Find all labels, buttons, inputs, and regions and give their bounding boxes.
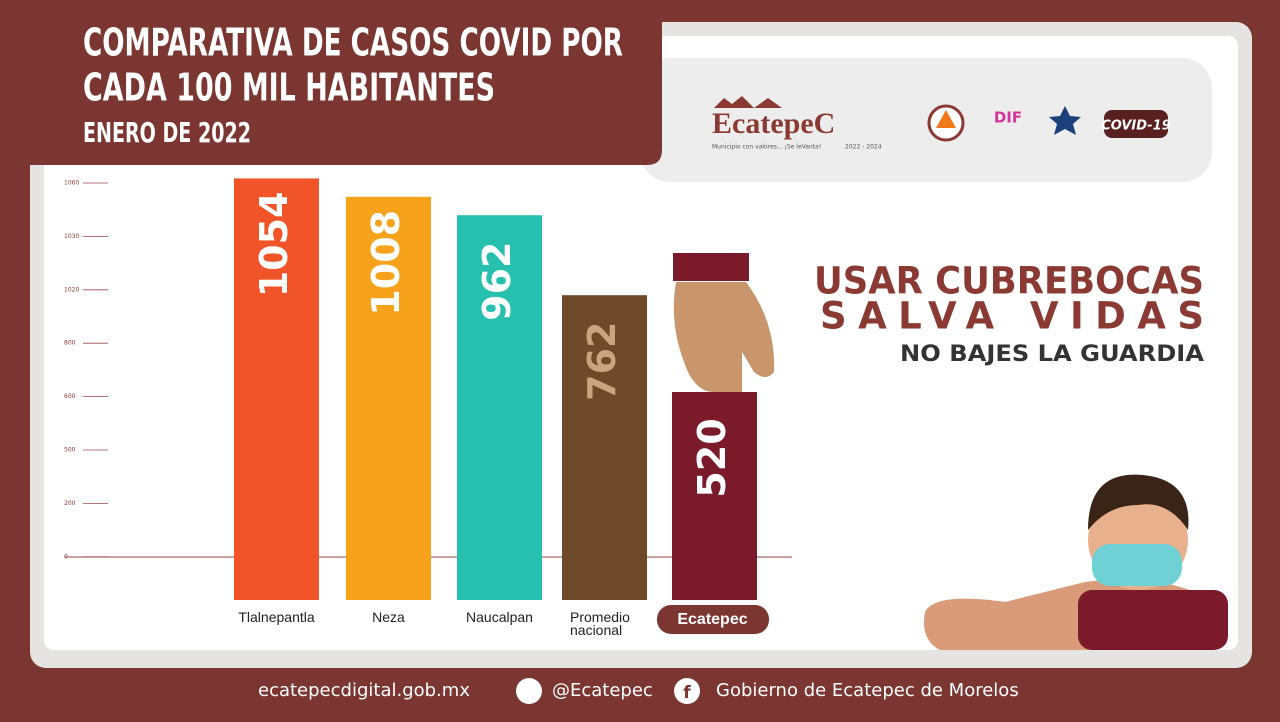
axis-label: 500 <box>64 447 76 454</box>
logo-brand: EcatepeC <box>712 107 835 140</box>
bar <box>562 295 647 600</box>
logo-dif: DIF <box>994 109 1022 127</box>
footer-facebook: Gobierno de Ecatepec de Morelos <box>716 680 1019 701</box>
category-label: Promedio nacional <box>570 609 630 638</box>
logo-covid: COVID-19 <box>1101 119 1171 134</box>
mascot-mask <box>1092 544 1182 586</box>
axis-label: 1030 <box>64 233 79 240</box>
logo-covid-bg <box>1104 110 1168 138</box>
bar-chart: 1060 1030 1020 800 600 500 200 0 1054 1008 962 762 5… <box>64 178 757 601</box>
mascot-hair <box>1088 474 1189 530</box>
bar <box>672 392 757 600</box>
slogan-line: USAR CUBREBOCAS <box>814 260 1204 303</box>
logo-proteccion-triangle <box>936 110 956 128</box>
facebook-glyph: f <box>683 683 691 703</box>
logo-tagline: Municipio con valores... ¡Se leVanta! <box>712 144 821 151</box>
value-label: 762 <box>580 322 624 401</box>
axis-label: 800 <box>64 340 76 347</box>
value-label: 962 <box>475 242 519 321</box>
category-label: Neza <box>372 609 405 625</box>
header-subtitle: ENERO DE 2022 <box>83 116 251 149</box>
bar <box>234 178 319 600</box>
header-title: CADA 100 MIL HABITANTES <box>83 66 495 110</box>
category-label: Naucalpan <box>466 609 533 625</box>
header-title: COMPARATIVA DE CASOS COVID POR <box>83 21 623 65</box>
logo-police <box>1049 106 1081 135</box>
axis-label: 1060 <box>64 180 79 187</box>
bar <box>457 215 542 600</box>
hand <box>673 282 775 436</box>
mascot-body <box>1078 590 1228 650</box>
axis-label: 600 <box>64 393 76 400</box>
bar <box>346 196 431 601</box>
value-label: 520 <box>690 418 734 497</box>
sleeve <box>673 253 749 281</box>
axis-label: 1020 <box>64 286 79 293</box>
slogan-line: SALVA VIDAS <box>820 295 1204 338</box>
footer-website: ecatepecdigital.gob.mx <box>258 680 470 701</box>
logo-period: 2022 - 2024 <box>845 144 882 151</box>
slogan-line: NO BAJES LA GUARDIA <box>900 342 1204 367</box>
logo-mark <box>714 96 782 108</box>
header-box <box>0 0 662 165</box>
value-label: 1008 <box>364 210 408 316</box>
facebook-icon <box>674 678 700 704</box>
axis-label: 200 <box>64 500 76 507</box>
category-label: Ecatepec <box>656 605 769 634</box>
category-label: Tlalnepantla <box>238 609 315 625</box>
twitter-icon <box>516 678 542 704</box>
logo-band <box>640 58 1212 182</box>
value-label: 1054 <box>252 192 296 298</box>
footer-twitter: @Ecatepec <box>552 680 653 701</box>
axis-label: 0 <box>64 553 68 560</box>
